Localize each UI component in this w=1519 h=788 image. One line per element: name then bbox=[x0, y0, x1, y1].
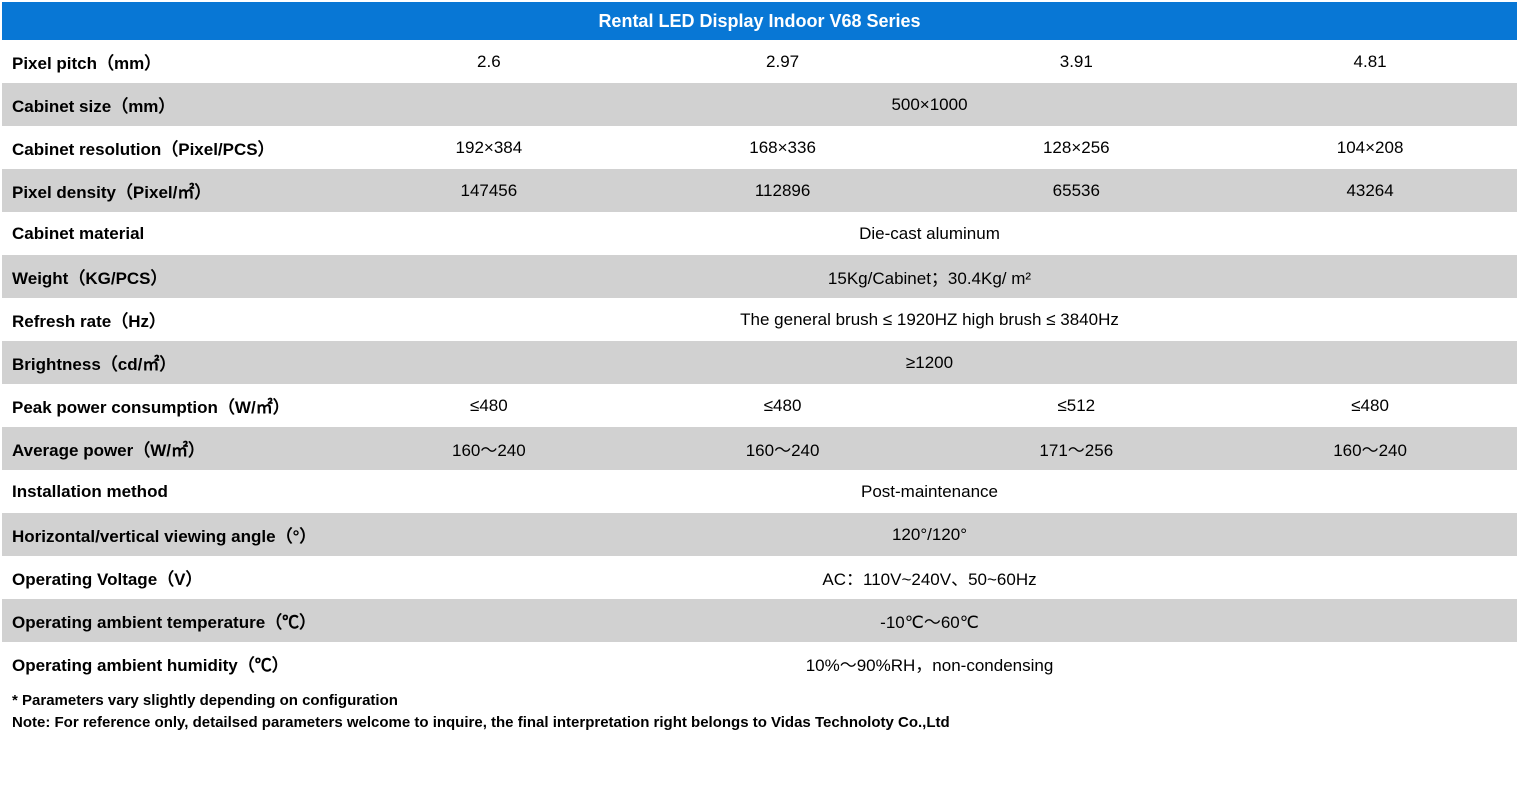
row-label: Operating Voltage（V） bbox=[2, 556, 342, 599]
row-value: ≤480 bbox=[636, 384, 930, 427]
row-label: Weight（KG/PCS） bbox=[2, 255, 342, 298]
table-row: Horizontal/vertical viewing angle（°）120°… bbox=[2, 513, 1517, 556]
table-row: Cabinet materialDie-cast aluminum bbox=[2, 212, 1517, 255]
table-row: Pixel pitch（mm）2.62.973.914.81 bbox=[2, 40, 1517, 83]
footnote-2: Note: For reference only, detailsed para… bbox=[2, 713, 1517, 735]
table-row: Peak power consumption（W/㎡）≤480≤480≤512≤… bbox=[2, 384, 1517, 427]
row-label: Horizontal/vertical viewing angle（°） bbox=[2, 513, 342, 556]
row-label: Operating ambient humidity（℃） bbox=[2, 642, 342, 685]
row-value: Die-cast aluminum bbox=[342, 212, 1517, 255]
footnote-1: * Parameters vary slightly depending on … bbox=[2, 685, 1517, 713]
row-value: 147456 bbox=[342, 169, 636, 212]
row-value: 192×384 bbox=[342, 126, 636, 169]
row-value: ≥1200 bbox=[342, 341, 1517, 384]
row-value: 2.97 bbox=[636, 40, 930, 83]
row-value: AC：110V~240V、50~60Hz bbox=[342, 556, 1517, 599]
row-label: Cabinet material bbox=[2, 212, 342, 255]
row-label: Cabinet size（mm） bbox=[2, 83, 342, 126]
row-label: Brightness（cd/㎡） bbox=[2, 341, 342, 384]
row-value: 500×1000 bbox=[342, 83, 1517, 126]
table-row: Average power（W/㎡）160～240160～240171～2561… bbox=[2, 427, 1517, 470]
row-value: ≤512 bbox=[929, 384, 1223, 427]
row-value: 171～256 bbox=[929, 427, 1223, 470]
row-value: 112896 bbox=[636, 169, 930, 212]
table-row: Pixel density（Pixel/㎡）147456112896655364… bbox=[2, 169, 1517, 212]
table-row: Cabinet resolution（Pixel/PCS）192×384168×… bbox=[2, 126, 1517, 169]
row-label: Operating ambient temperature（℃） bbox=[2, 599, 342, 642]
spec-table: Rental LED Display Indoor V68 Series Pix… bbox=[2, 2, 1517, 685]
table-row: Weight（KG/PCS）15Kg/Cabinet；30.4Kg/ m² bbox=[2, 255, 1517, 298]
row-value: Post-maintenance bbox=[342, 470, 1517, 513]
row-label: Pixel density（Pixel/㎡） bbox=[2, 169, 342, 212]
row-value: 160～240 bbox=[636, 427, 930, 470]
table-row: Operating ambient humidity（℃）10%～90%RH，n… bbox=[2, 642, 1517, 685]
row-value: ≤480 bbox=[1223, 384, 1517, 427]
row-value: 10%～90%RH，non-condensing bbox=[342, 642, 1517, 685]
table-body: Pixel pitch（mm）2.62.973.914.81Cabinet si… bbox=[2, 40, 1517, 685]
table-row: Refresh rate（Hz）The general brush ≤ 1920… bbox=[2, 298, 1517, 341]
row-value: 43264 bbox=[1223, 169, 1517, 212]
table-title-row: Rental LED Display Indoor V68 Series bbox=[2, 2, 1517, 40]
row-value: 160～240 bbox=[1223, 427, 1517, 470]
table-row: Operating ambient temperature（℃）-10℃～60℃ bbox=[2, 599, 1517, 642]
row-value: 168×336 bbox=[636, 126, 930, 169]
row-label: Peak power consumption（W/㎡） bbox=[2, 384, 342, 427]
row-value: -10℃～60℃ bbox=[342, 599, 1517, 642]
table-row: Operating Voltage（V）AC：110V~240V、50~60Hz bbox=[2, 556, 1517, 599]
table-row: Brightness（cd/㎡）≥1200 bbox=[2, 341, 1517, 384]
row-label: Cabinet resolution（Pixel/PCS） bbox=[2, 126, 342, 169]
row-value: 104×208 bbox=[1223, 126, 1517, 169]
row-value: 4.81 bbox=[1223, 40, 1517, 83]
row-value: 120°/120° bbox=[342, 513, 1517, 556]
table-row: Installation methodPost-maintenance bbox=[2, 470, 1517, 513]
row-label: Installation method bbox=[2, 470, 342, 513]
table-row: Cabinet size（mm）500×1000 bbox=[2, 83, 1517, 126]
row-value: 128×256 bbox=[929, 126, 1223, 169]
table-title: Rental LED Display Indoor V68 Series bbox=[2, 2, 1517, 40]
row-value: 2.6 bbox=[342, 40, 636, 83]
row-value: 15Kg/Cabinet；30.4Kg/ m² bbox=[342, 255, 1517, 298]
row-label: Refresh rate（Hz） bbox=[2, 298, 342, 341]
row-value: 3.91 bbox=[929, 40, 1223, 83]
row-value: 65536 bbox=[929, 169, 1223, 212]
row-value: 160～240 bbox=[342, 427, 636, 470]
row-value: ≤480 bbox=[342, 384, 636, 427]
row-label: Pixel pitch（mm） bbox=[2, 40, 342, 83]
row-value: The general brush ≤ 1920HZ high brush ≤ … bbox=[342, 298, 1517, 341]
row-label: Average power（W/㎡） bbox=[2, 427, 342, 470]
